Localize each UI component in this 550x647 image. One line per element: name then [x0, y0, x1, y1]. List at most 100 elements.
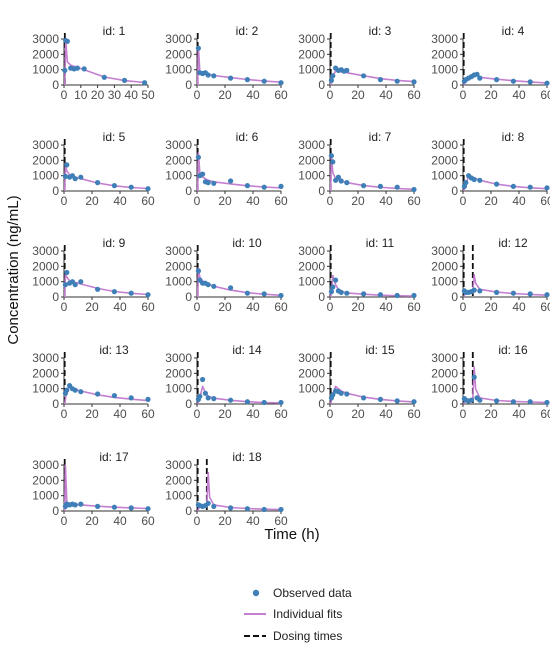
- x-tick-label: 20: [91, 88, 105, 102]
- fit-line: [63, 273, 149, 298]
- observed-point: [527, 184, 533, 190]
- fit-line: [462, 273, 548, 298]
- observed-point: [510, 183, 516, 189]
- y-tick-label: 2000: [32, 366, 59, 380]
- observed-point: [64, 38, 70, 44]
- y-tick-label: 0: [318, 290, 325, 304]
- observed-point: [333, 277, 339, 283]
- y-tick-label: 1000: [298, 382, 325, 396]
- x-tick-label: 20: [218, 194, 232, 208]
- y-tick-label: 0: [451, 184, 458, 198]
- observed-point: [330, 73, 336, 79]
- x-tick-label: 20: [85, 194, 99, 208]
- y-tick-label: 2000: [165, 366, 192, 380]
- legend-item-fits: Individual fits: [244, 607, 342, 621]
- x-tick-label: 60: [407, 407, 421, 421]
- panel-title: id: 1: [103, 24, 126, 38]
- observed-point: [394, 184, 400, 190]
- y-tick-label: 1000: [431, 382, 458, 396]
- y-tick-label: 1000: [298, 169, 325, 183]
- y-tick-label: 2000: [32, 153, 59, 167]
- observed-point: [111, 504, 117, 510]
- x-tick-label: 20: [85, 407, 99, 421]
- observed-point: [477, 288, 483, 294]
- panel-title: id: 10: [232, 236, 262, 250]
- x-tick-label: 0: [194, 407, 201, 421]
- observed-point: [278, 506, 284, 513]
- observed-point: [64, 162, 70, 168]
- observed-point: [330, 392, 336, 398]
- y-tick-label: 2000: [431, 259, 458, 273]
- x-tick-label: 60: [540, 407, 550, 421]
- observed-point: [205, 395, 211, 401]
- y-tick-label: 1000: [431, 169, 458, 183]
- observed-point: [111, 289, 117, 295]
- observed-point: [463, 180, 469, 186]
- panel-title: id: 7: [369, 130, 392, 144]
- observed-point: [128, 290, 134, 296]
- observed-point: [121, 77, 128, 83]
- observed-point: [544, 185, 550, 191]
- observed-point: [344, 391, 350, 397]
- y-tick-label: 2000: [431, 47, 458, 61]
- observed-point: [338, 390, 344, 396]
- y-tick-label: 3000: [298, 138, 325, 152]
- observed-point: [81, 66, 87, 72]
- observed-point: [278, 399, 284, 406]
- fit-line: [63, 464, 149, 512]
- x-tick-label: 20: [484, 407, 498, 421]
- x-tick-label: 60: [274, 514, 288, 528]
- y-tick-label: 2000: [431, 366, 458, 380]
- observed-point: [101, 74, 107, 80]
- observed-point: [330, 284, 336, 290]
- observed-point: [62, 67, 68, 73]
- x-tick-label: 20: [85, 514, 99, 528]
- observed-point: [78, 174, 84, 180]
- x-tick-label: 20: [351, 88, 365, 102]
- fit-line: [196, 151, 282, 192]
- observed-point: [145, 186, 151, 192]
- x-tick-label: 60: [540, 300, 550, 314]
- x-tick-label: 40: [512, 407, 526, 421]
- x-tick-label: 60: [407, 88, 421, 102]
- panel-title: id: 14: [232, 343, 262, 357]
- observed-point: [228, 505, 234, 511]
- observed-point: [474, 71, 480, 77]
- observed-point: [228, 285, 234, 291]
- y-tick-label: 2000: [165, 153, 192, 167]
- y-axis-label: Concentration (ng/mL): [5, 195, 22, 344]
- x-tick-label: 0: [460, 407, 467, 421]
- observed-point: [344, 180, 350, 186]
- y-tick-label: 1000: [165, 382, 192, 396]
- x-tick-label: 0: [460, 300, 467, 314]
- x-tick-label: 0: [61, 300, 68, 314]
- observed-point: [62, 173, 68, 179]
- observed-point: [527, 79, 533, 85]
- observed-point: [72, 176, 78, 182]
- x-tick-label: 60: [407, 194, 421, 208]
- legend-observed-marker: [252, 589, 260, 597]
- observed-point: [338, 178, 344, 184]
- x-tick-label: 20: [484, 300, 498, 314]
- observed-point: [244, 77, 250, 83]
- observed-point: [468, 397, 474, 403]
- x-tick-label: 20: [218, 514, 232, 528]
- observed-point: [328, 153, 334, 159]
- observed-point: [494, 289, 500, 295]
- y-tick-label: 1000: [298, 275, 325, 289]
- y-tick-label: 3000: [32, 32, 59, 46]
- y-tick-label: 2000: [165, 259, 192, 273]
- y-tick-label: 1000: [165, 275, 192, 289]
- observed-point: [335, 174, 341, 180]
- fit-line: [196, 471, 282, 512]
- observed-point: [205, 500, 211, 506]
- observed-point: [205, 72, 211, 78]
- panel-title: id: 12: [498, 236, 528, 250]
- observed-point: [205, 282, 211, 288]
- x-tick-label: 0: [194, 194, 201, 208]
